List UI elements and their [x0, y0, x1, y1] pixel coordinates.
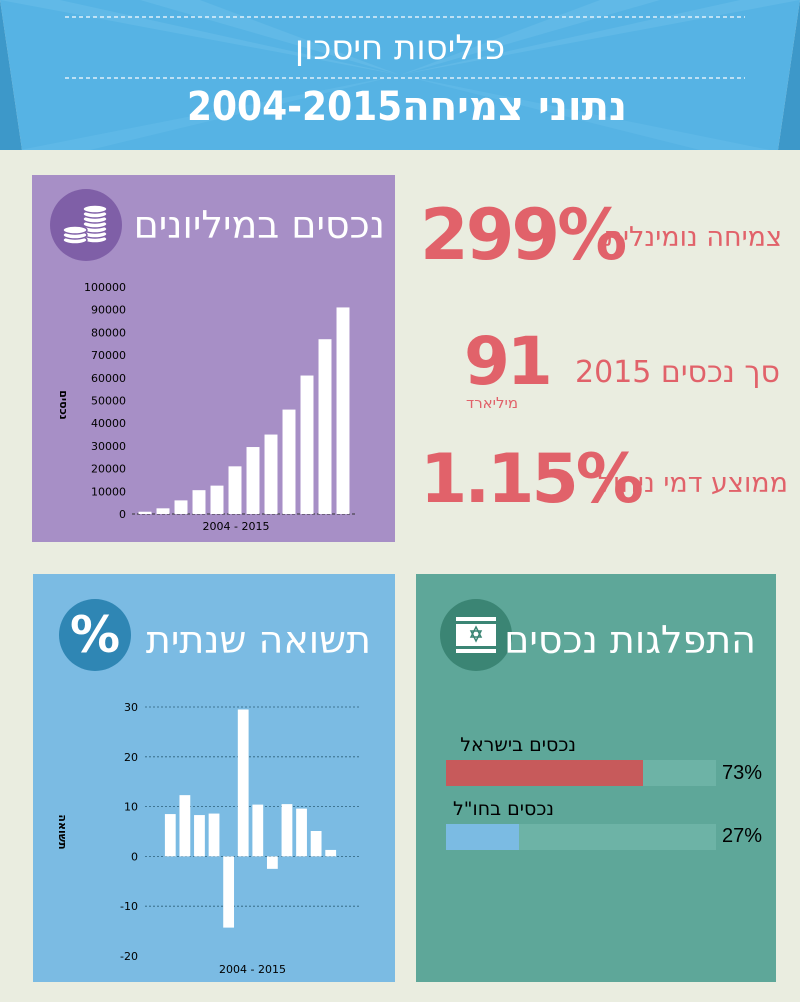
return-chart: -20 -10 0 10 20 30 2004 - 2015 תשואה — [56, 701, 360, 976]
bar-2013 — [296, 808, 307, 857]
y-tick-label: -20 — [120, 950, 138, 963]
return-panel: % תשואה שנתית -20 -10 0 10 20 30 2004 - 2015 תש… — [33, 574, 395, 982]
bar-2014 — [318, 339, 332, 514]
fee-value: 1.15% — [420, 440, 644, 519]
bar-2008 — [223, 856, 235, 928]
bar-2009 — [228, 466, 242, 514]
y-tick-label: 30000 — [91, 440, 126, 453]
bar-2007 — [192, 490, 206, 514]
bar-2005 — [179, 795, 191, 857]
bar-2006 — [174, 500, 188, 514]
header-title: פוליסות חיסכון — [294, 28, 506, 68]
y-tick-label: 20 — [124, 751, 138, 764]
abroad-assets-track — [446, 824, 716, 850]
y-tick-label: 70000 — [91, 349, 126, 362]
fee-label: ממוצע דמי ניהול — [597, 468, 788, 499]
bar-2007 — [208, 813, 220, 857]
y-tick-label: 90000 — [91, 304, 126, 317]
assets-panel-title: נכסים במיליונים — [133, 203, 385, 247]
y-axis-label: נכסים — [57, 390, 70, 420]
bar-2004 — [164, 814, 176, 857]
y-tick-label: 20000 — [91, 463, 126, 476]
bar-2009 — [237, 709, 249, 857]
bar-2010 — [252, 804, 264, 857]
coins-icon — [50, 189, 122, 261]
total-assets-value: 91 — [464, 323, 553, 400]
percent-icon: % — [59, 599, 131, 671]
bar-2010 — [246, 447, 260, 514]
israel-assets-pct: 73% — [722, 762, 763, 784]
y-tick-label: 60000 — [91, 372, 126, 385]
abroad-assets-bar — [446, 824, 519, 850]
bar-2008 — [210, 485, 224, 514]
bar-2015 — [325, 849, 337, 857]
y-tick-label: 100000 — [84, 281, 126, 294]
bar-2004 — [138, 511, 152, 514]
bar-2013 — [300, 375, 314, 514]
distribution-panel: התפלגות נכסים נכסים בישראל 73% נכסים בחו… — [416, 574, 776, 982]
growth-label: צמיחה נומינלית — [605, 222, 782, 253]
israel-flag-icon — [440, 599, 512, 671]
bar-2015 — [336, 307, 350, 514]
bar-2006 — [194, 815, 205, 857]
x-axis-label: 2004 - 2015 — [203, 520, 270, 533]
distribution-panel-title: התפלגות נכסים — [504, 618, 756, 662]
y-tick-label: 0 — [119, 508, 126, 521]
assets-chart: 0 10000 20000 30000 40000 50000 60000 70000 8000… — [57, 281, 356, 533]
bar-2011 — [264, 434, 278, 514]
bar-2012 — [282, 409, 296, 514]
bar-2005 — [156, 508, 170, 514]
header-subtitle-years: 2004-2015 — [186, 84, 403, 130]
bar-2011 — [266, 856, 278, 869]
bar-2012 — [281, 804, 293, 857]
banner-background — [0, 0, 800, 150]
total-assets-unit: מיליארד — [466, 394, 519, 412]
y-tick-label: 10 — [124, 801, 138, 814]
return-panel-title: תשואה שנתית — [145, 618, 371, 662]
y-tick-label: -10 — [120, 900, 138, 913]
y-tick-label: 30 — [124, 701, 138, 714]
y-tick-label: 50000 — [91, 395, 126, 408]
y-tick-label: 10000 — [91, 485, 126, 498]
abroad-assets-label: נכסים בחו"ל — [453, 798, 554, 820]
total-assets-label: סך נכסים 2015 — [575, 355, 780, 390]
header-subtitle: נתוני צמיחה2004-2015 — [0, 84, 800, 130]
y-tick-label: 0 — [131, 850, 138, 863]
israel-assets-track — [446, 760, 716, 786]
header-banner: פוליסות חיסכון נתוני צמיחה2004-2015 — [0, 0, 800, 150]
y-axis-label: תשואה — [56, 814, 69, 849]
israel-assets-bar — [446, 760, 644, 786]
assets-panel: נכסים במיליונים 0 10000 20000 30000 40000 500… — [32, 175, 395, 542]
header-subtitle-prefix: נתוני צמיחה — [402, 84, 628, 130]
abroad-assets-pct: 27% — [722, 825, 763, 847]
y-tick-label: 40000 — [91, 417, 126, 430]
x-axis-label: 2004 - 2015 — [219, 963, 286, 976]
israel-assets-label: נכסים בישראל — [460, 734, 576, 756]
bar-2014 — [310, 831, 322, 857]
percent-icon-glyph: % — [69, 606, 121, 664]
growth-value: 299% — [420, 194, 627, 276]
y-tick-label: 80000 — [91, 326, 126, 339]
